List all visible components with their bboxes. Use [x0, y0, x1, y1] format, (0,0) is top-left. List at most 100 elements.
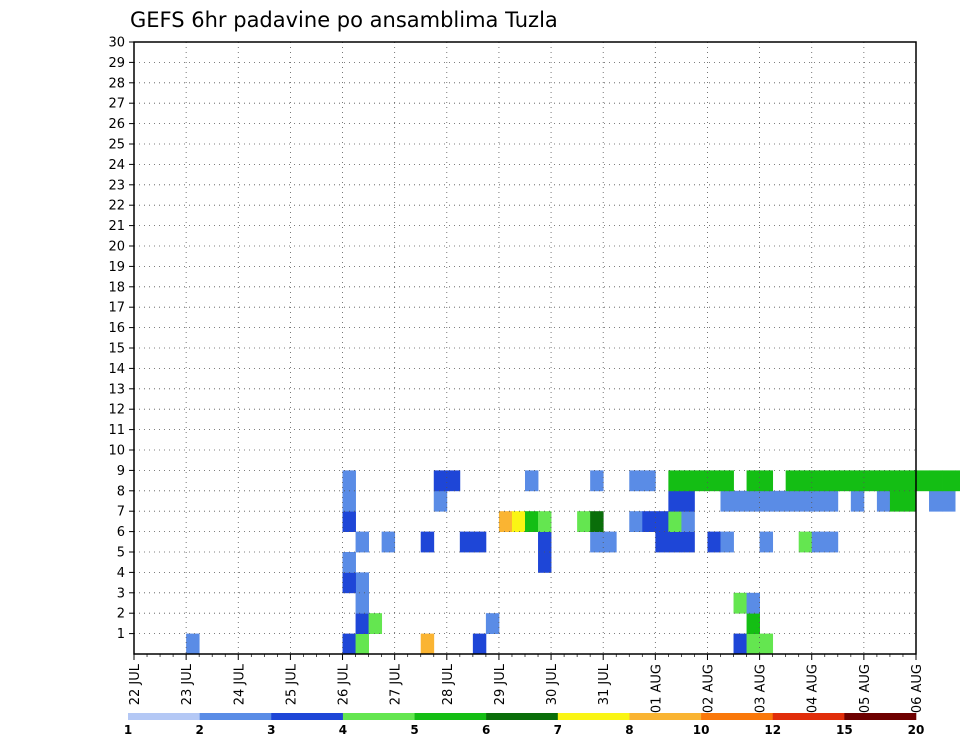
heatmap-cell — [876, 470, 891, 492]
heatmap-cell — [759, 470, 774, 492]
heatmap-cell — [655, 511, 669, 532]
heatmap-cell — [681, 511, 695, 532]
y-tick-label: 21 — [108, 219, 125, 234]
colorbar-label: 20 — [908, 723, 925, 737]
heatmap-cell — [472, 531, 487, 553]
x-tick-label: 29 JUL — [493, 663, 508, 705]
heatmap-cell — [733, 633, 747, 655]
colorbar-swatch — [342, 713, 415, 720]
x-tick-label: 30 JUL — [545, 663, 560, 705]
heatmap-cell — [485, 613, 500, 634]
y-tick-label: 13 — [108, 382, 125, 397]
y-tick-label: 3 — [117, 586, 125, 601]
heatmap-cell — [681, 490, 695, 512]
heatmap-cell — [850, 490, 865, 512]
y-tick-label: 14 — [108, 362, 125, 377]
x-tick-label: 01 AUG — [649, 664, 664, 713]
y-tick-label: 9 — [117, 464, 125, 479]
heatmap-cell — [525, 511, 539, 532]
heatmap-cell — [355, 613, 369, 634]
heatmap-cell — [186, 633, 200, 655]
y-tick-label: 17 — [108, 301, 125, 316]
x-tick-label: 02 AUG — [701, 664, 716, 713]
x-tick-label: 27 JUL — [389, 663, 404, 705]
heatmap-cell — [876, 490, 891, 512]
x-tick-label: 04 AUG — [806, 664, 821, 713]
heatmap-cell — [720, 470, 734, 492]
colorbar-swatch — [486, 713, 559, 720]
heatmap-cell — [824, 470, 839, 492]
x-tick-label: 25 JUL — [284, 663, 299, 705]
heatmap-cell — [759, 633, 774, 655]
x-tick-label: 06 AUG — [910, 664, 925, 713]
heatmap-cell — [342, 633, 356, 655]
heatmap-cell — [798, 470, 813, 492]
heatmap-cell — [342, 511, 356, 532]
heatmap-cell — [511, 511, 526, 532]
y-tick-label: 24 — [108, 158, 125, 173]
heatmap-cell — [355, 633, 369, 655]
heatmap-cell — [733, 592, 747, 614]
colorbar-label: 15 — [836, 723, 853, 737]
heatmap-cell — [603, 531, 617, 553]
grid-lines — [134, 42, 916, 654]
heatmap-cell — [381, 531, 396, 553]
colorbar-swatch — [414, 713, 487, 720]
heatmap-cell — [668, 470, 682, 492]
heatmap-cell — [629, 470, 643, 492]
heatmap-cell — [459, 531, 474, 553]
x-tick-label: 22 JUL — [128, 663, 143, 705]
heatmap-cell — [342, 552, 356, 573]
heatmap-cell — [433, 490, 448, 512]
heatmap-cell — [811, 531, 826, 553]
heatmap-cell — [538, 511, 552, 532]
y-tick-label: 28 — [108, 76, 125, 91]
colorbar-label: 8 — [625, 723, 633, 737]
x-tick-label: 03 AUG — [754, 664, 769, 713]
colorbar-swatch — [629, 713, 702, 720]
heatmap-cell — [798, 531, 813, 553]
heatmap-cell — [955, 470, 960, 492]
heatmap-cell — [590, 511, 604, 532]
heatmap-cell — [942, 490, 956, 512]
y-tick-label: 23 — [108, 178, 125, 193]
colorbar-swatch — [271, 713, 344, 720]
heatmap-cell — [798, 490, 813, 512]
y-tick-label: 11 — [108, 423, 125, 438]
heatmap-cell — [811, 470, 826, 492]
heatmap-cell — [694, 470, 708, 492]
heatmap-cell — [916, 470, 930, 492]
heatmap-cell — [720, 531, 734, 553]
heatmap-cell — [746, 633, 760, 655]
heatmap-cell — [929, 470, 943, 492]
x-tick-label: 05 AUG — [858, 664, 873, 713]
chart-title: GEFS 6hr padavine po ansamblima Tuzla — [130, 8, 558, 32]
heatmap-cell — [929, 490, 943, 512]
y-tick-label: 4 — [117, 566, 125, 581]
colorbar-label: 5 — [410, 723, 418, 737]
colorbar-label: 3 — [267, 723, 275, 737]
heatmap-cell — [668, 511, 682, 532]
heatmap-cell — [590, 531, 604, 553]
colorbar-label: 7 — [554, 723, 562, 737]
heatmap-cell — [785, 470, 800, 492]
y-tick-label: 20 — [108, 240, 125, 255]
colorbar-label: 10 — [693, 723, 710, 737]
y-tick-label: 27 — [108, 97, 125, 112]
heatmap-cell — [420, 531, 435, 553]
heatmap-cell — [538, 552, 552, 573]
heatmap-cell — [355, 572, 369, 594]
heatmap-cell — [902, 470, 917, 492]
y-tick-label: 1 — [117, 627, 125, 642]
y-tick-label: 16 — [108, 321, 125, 336]
heatmap-cell — [889, 470, 904, 492]
heatmap-cell — [902, 490, 917, 512]
y-axis-ticks: 1234567891011121314151617181920212223242… — [108, 36, 134, 642]
heatmap-cell — [772, 490, 787, 512]
heatmap-cell — [837, 470, 852, 492]
y-tick-label: 7 — [117, 505, 125, 520]
colorbar-label: 12 — [764, 723, 781, 737]
heatmap-cell — [733, 490, 747, 512]
heatmap-cell — [342, 490, 356, 512]
heatmap-cell — [642, 511, 656, 532]
